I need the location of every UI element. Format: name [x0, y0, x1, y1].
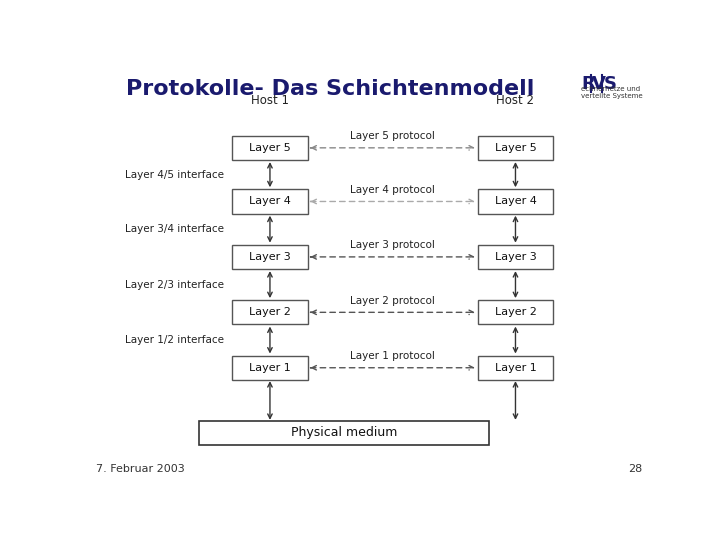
Text: echnernetze und
verteilte Systeme: echnernetze und verteilte Systeme — [581, 85, 643, 99]
Bar — [478, 356, 553, 380]
Bar — [478, 245, 553, 269]
Text: Layer 5 protocol: Layer 5 protocol — [350, 131, 435, 141]
Text: 28: 28 — [628, 464, 642, 474]
Bar — [233, 136, 307, 160]
Text: R: R — [581, 75, 595, 93]
Text: Layer 5: Layer 5 — [495, 143, 536, 153]
Text: Layer 3: Layer 3 — [249, 252, 291, 262]
Text: Layer 3/4 interface: Layer 3/4 interface — [125, 224, 224, 234]
Text: Protokolle- Das Schichtenmodell: Protokolle- Das Schichtenmodell — [126, 78, 534, 98]
Bar — [478, 300, 553, 325]
Text: 7. Februar 2003: 7. Februar 2003 — [96, 464, 184, 474]
Text: Host 2: Host 2 — [497, 94, 534, 107]
Text: Layer 2: Layer 2 — [249, 307, 291, 318]
Text: Layer 2 protocol: Layer 2 protocol — [350, 296, 435, 306]
Bar — [478, 190, 553, 213]
Text: Layer 4/5 interface: Layer 4/5 interface — [125, 170, 224, 180]
Text: Layer 4: Layer 4 — [249, 197, 291, 206]
Bar — [233, 190, 307, 213]
Bar — [199, 421, 489, 445]
Text: Layer 3 protocol: Layer 3 protocol — [350, 240, 435, 250]
Text: S: S — [603, 75, 616, 93]
Text: Layer 5: Layer 5 — [249, 143, 291, 153]
Bar — [233, 245, 307, 269]
Bar — [233, 356, 307, 380]
Text: Layer 1 protocol: Layer 1 protocol — [350, 351, 435, 361]
Text: Layer 4: Layer 4 — [495, 197, 536, 206]
Text: Layer 1: Layer 1 — [249, 363, 291, 373]
Text: Layer 1: Layer 1 — [495, 363, 536, 373]
Text: Layer 4 protocol: Layer 4 protocol — [350, 185, 435, 195]
Text: Host 1: Host 1 — [251, 94, 289, 107]
Text: Layer 1/2 interface: Layer 1/2 interface — [125, 335, 224, 345]
Bar — [478, 136, 553, 160]
Bar — [233, 300, 307, 325]
Text: Layer 3: Layer 3 — [495, 252, 536, 262]
Text: Layer 2: Layer 2 — [495, 307, 536, 318]
Text: V: V — [593, 75, 606, 93]
Text: Physical medium: Physical medium — [291, 427, 397, 440]
Text: Layer 2/3 interface: Layer 2/3 interface — [125, 280, 224, 289]
